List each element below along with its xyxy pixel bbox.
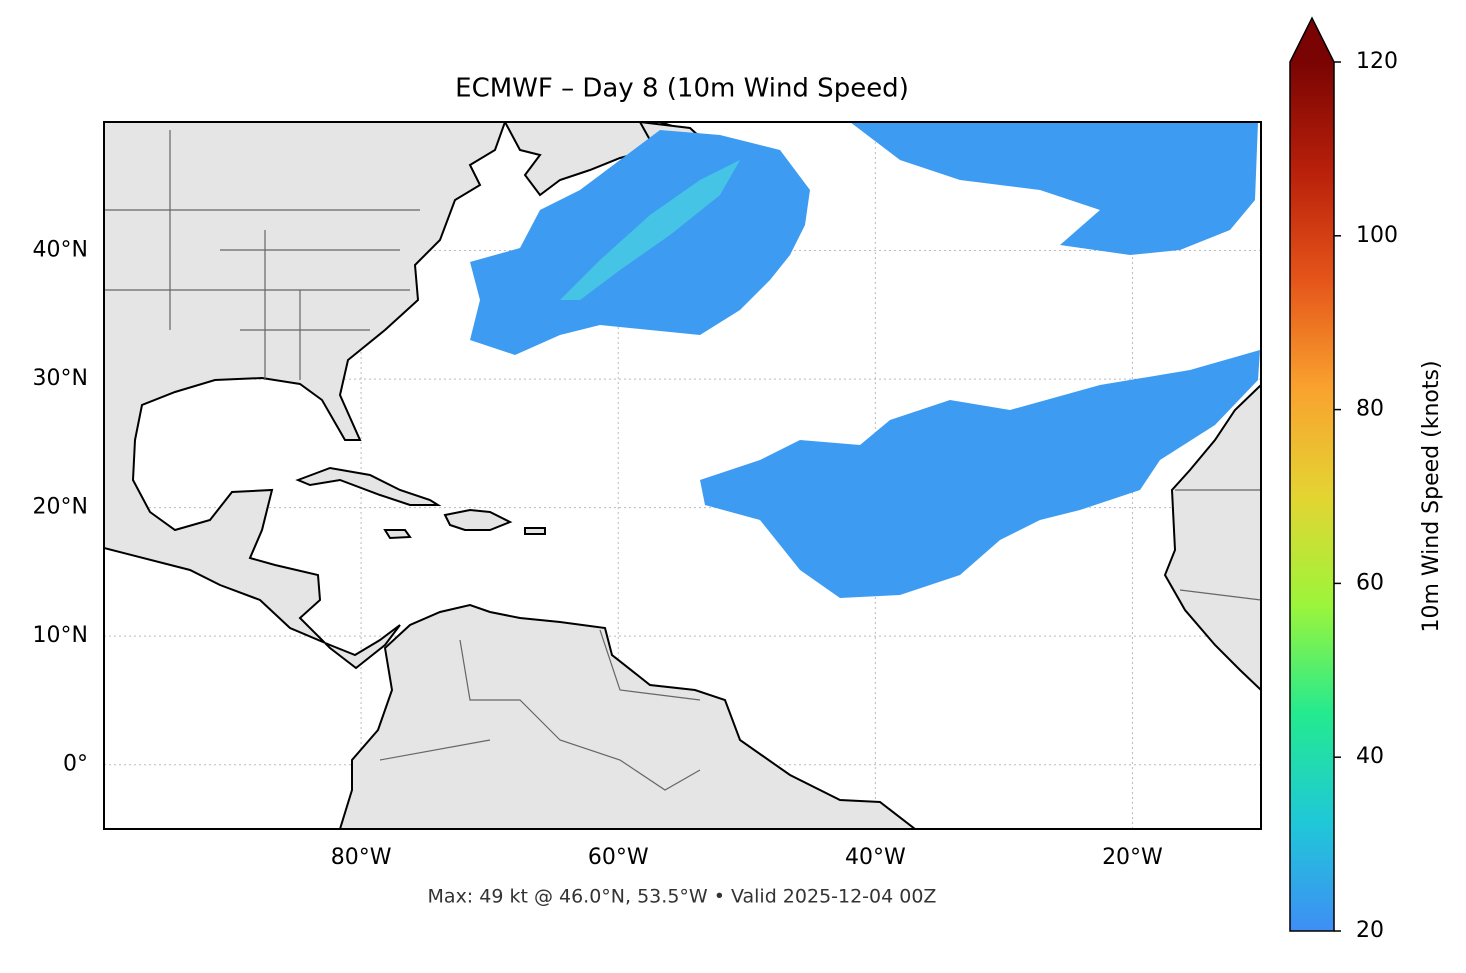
- colorbar-tick-label: 20: [1356, 918, 1384, 943]
- colorbar-frame: [1289, 16, 1335, 932]
- africa: [1163, 383, 1261, 692]
- y-tick-label: 10°N: [33, 623, 88, 648]
- south-america: [338, 603, 917, 829]
- map-area: [104, 122, 1261, 829]
- y-tick-label: 40°N: [33, 238, 88, 263]
- hispaniola: [443, 508, 513, 531]
- colorbar-label: 10m Wind Speed (knots): [1419, 360, 1444, 632]
- colorbar: 20 40 60 80 100 120 10m Wind Speed (knots): [1289, 16, 1444, 943]
- jamaica: [383, 529, 412, 540]
- wind-core: [560, 160, 740, 300]
- land-masses: [104, 122, 1261, 829]
- x-tick-label: 80°W: [331, 845, 392, 870]
- plot-frame: [103, 121, 1262, 830]
- colorbar-tick-label: 100: [1356, 223, 1398, 248]
- colorbar-tick-label: 40: [1356, 744, 1384, 769]
- wind-area: [700, 350, 1260, 598]
- north-america: [104, 122, 507, 670]
- state-borders: [104, 130, 420, 380]
- x-tick-label: 40°W: [845, 845, 906, 870]
- y-tick-label: 20°N: [33, 495, 88, 520]
- country-borders: [379, 489, 1261, 791]
- colorbar-tick-label: 120: [1356, 49, 1398, 74]
- x-tick-label: 60°W: [588, 845, 649, 870]
- y-tick-label: 0°: [63, 752, 88, 777]
- colorbar-tick-label: 60: [1356, 570, 1384, 595]
- y-tick-label: 30°N: [33, 366, 88, 391]
- colorbar-fill: [1290, 62, 1334, 931]
- puerto-rico: [524, 527, 546, 535]
- wind-area: [850, 122, 1258, 255]
- colorbar-extend: [1290, 18, 1334, 62]
- cuba: [295, 466, 442, 506]
- wind-field: [470, 122, 1260, 598]
- colorbar-tick-label: 80: [1356, 397, 1384, 422]
- x-tick-label: 20°W: [1102, 845, 1163, 870]
- map-title: ECMWF – Day 8 (10m Wind Speed): [455, 74, 909, 104]
- footer-note: Max: 49 kt @ 46.0°N, 53.5°W • Valid 2025…: [428, 886, 937, 908]
